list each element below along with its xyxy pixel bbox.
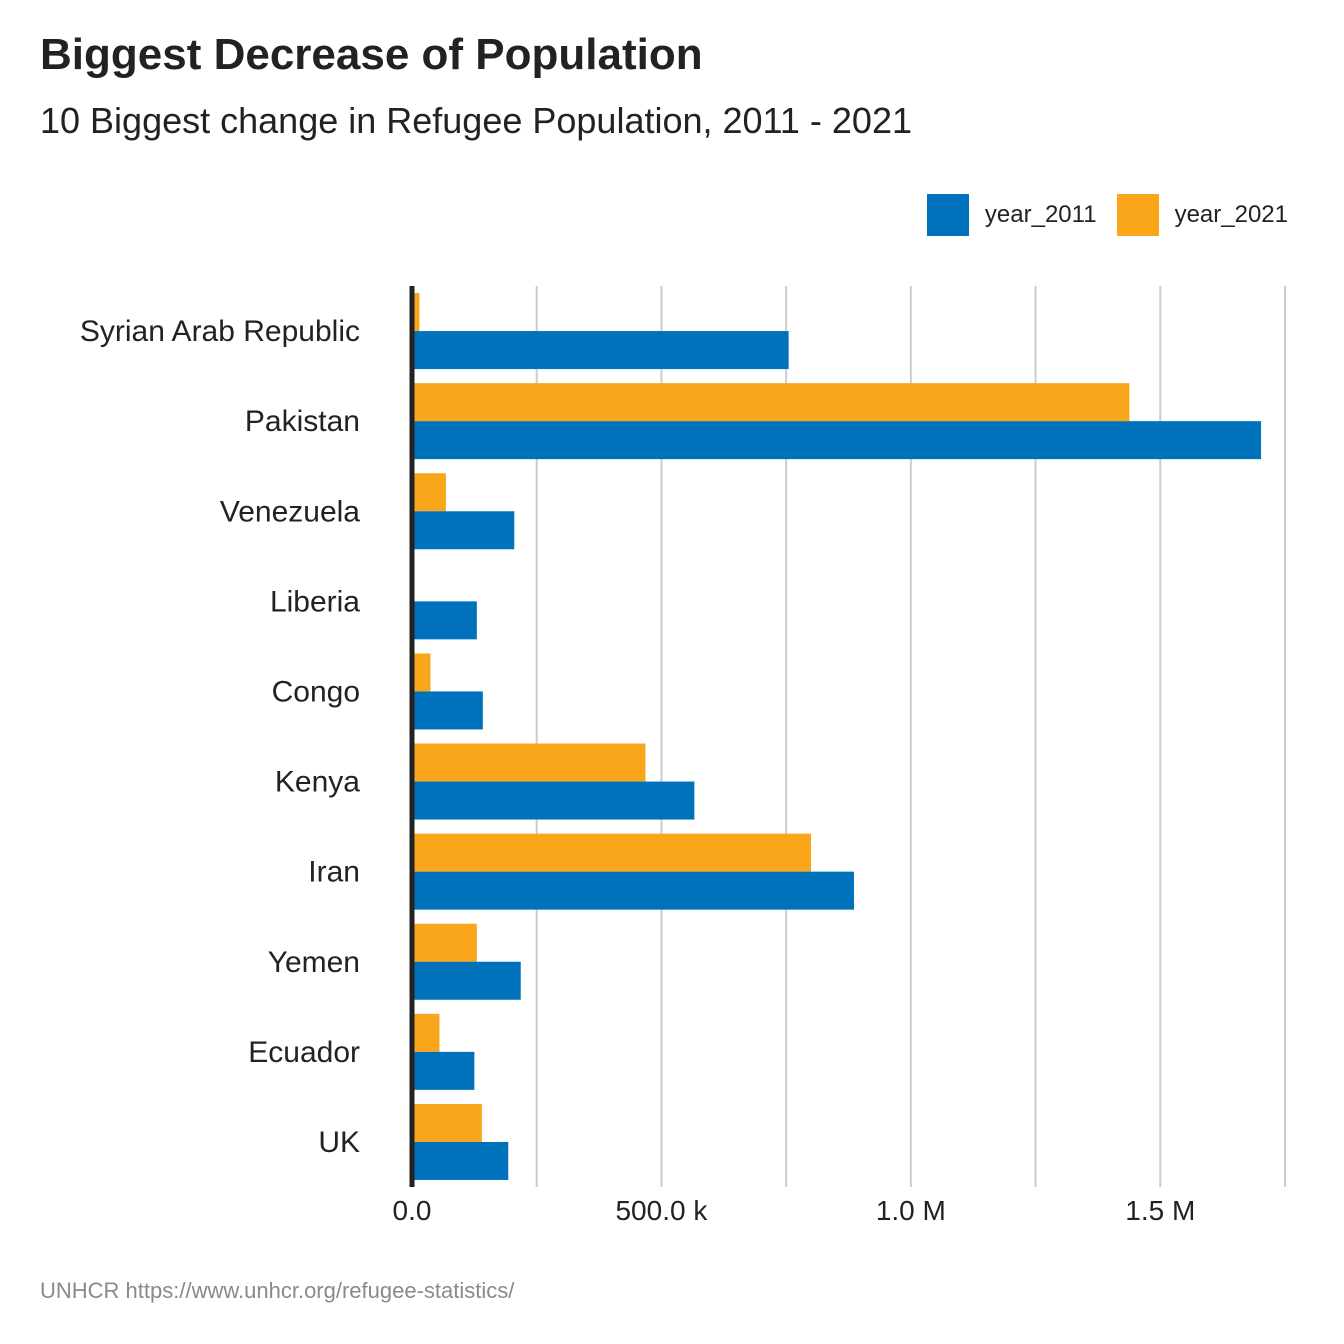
legend-item-year-2021: year_2021 bbox=[1116, 194, 1288, 236]
source-caption: UNHCR https://www.unhcr.org/refugee-stat… bbox=[40, 1278, 515, 1303]
bar-year-2011 bbox=[412, 781, 695, 820]
y-tick-label: Syrian Arab Republic bbox=[80, 315, 360, 348]
bar-year-2011 bbox=[412, 1051, 475, 1090]
y-tick-label: Congo bbox=[272, 675, 360, 708]
y-tick-label: UK bbox=[318, 1126, 360, 1159]
y-tick-label: Venezuela bbox=[220, 495, 360, 528]
y-tick-label: Ecuador bbox=[248, 1036, 360, 1069]
legend-label-year-2011: year_2011 bbox=[984, 201, 1097, 228]
chart-subtitle: 10 Biggest change in Refugee Population,… bbox=[40, 100, 912, 141]
y-tick-label: Liberia bbox=[270, 585, 360, 618]
x-tick-label: 0.0 bbox=[393, 1195, 432, 1226]
bar-year-2021 bbox=[412, 833, 812, 872]
legend-item-year-2011: year_2011 bbox=[926, 194, 1097, 236]
bar-year-2021 bbox=[412, 293, 420, 332]
y-tick-label: Kenya bbox=[275, 766, 360, 799]
bar-year-2011 bbox=[412, 511, 515, 550]
x-tick-label: 500.0 k bbox=[615, 1195, 708, 1226]
bar-year-2021 bbox=[412, 1103, 482, 1142]
y-tick-label: Iran bbox=[308, 856, 360, 889]
bar-year-2021 bbox=[412, 923, 477, 962]
legend-label-year-2021: year_2021 bbox=[1174, 201, 1288, 228]
bar-year-2021 bbox=[412, 1013, 440, 1052]
bar-year-2011 bbox=[412, 871, 854, 910]
x-tick-label: 1.0 M bbox=[876, 1195, 946, 1226]
bar-year-2011 bbox=[412, 601, 477, 640]
bar-year-2021 bbox=[412, 383, 1130, 422]
legend-swatch-year-2011 bbox=[926, 194, 969, 236]
legend-swatch-year-2021 bbox=[1116, 194, 1159, 236]
bar-year-2011 bbox=[412, 421, 1262, 460]
bar-year-2011 bbox=[412, 691, 483, 730]
y-tick-label: Pakistan bbox=[245, 405, 360, 438]
legend: year_2011 year_2021 bbox=[907, 194, 1288, 236]
x-tick-label: 1.5 M bbox=[1125, 1195, 1195, 1226]
bar-year-2011 bbox=[412, 331, 789, 370]
bar-year-2021 bbox=[412, 743, 646, 782]
bar-year-2011 bbox=[412, 1141, 509, 1180]
chart-title: Biggest Decrease of Population bbox=[40, 30, 703, 79]
bar-year-2021 bbox=[412, 653, 431, 692]
bar-year-2021 bbox=[412, 473, 446, 512]
bar-year-2011 bbox=[412, 961, 521, 1000]
y-tick-label: Yemen bbox=[268, 946, 360, 979]
